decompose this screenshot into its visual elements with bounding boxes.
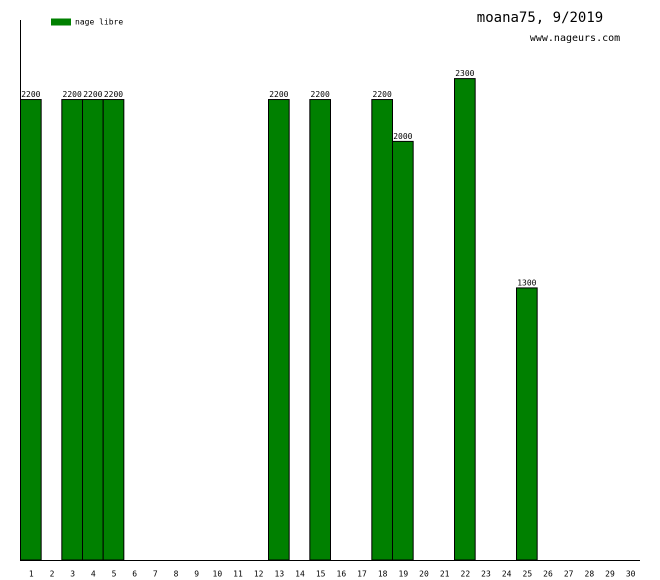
x-tick-label: 21 — [440, 570, 450, 579]
x-tick-label: 23 — [481, 570, 491, 579]
bar — [309, 99, 332, 561]
bar — [82, 99, 104, 561]
chart-subtitle: www.nageurs.com — [530, 33, 620, 44]
x-tick-label: 2 — [50, 570, 55, 579]
value-label: 2000 — [393, 132, 412, 141]
x-tick-label: 15 — [316, 570, 326, 579]
chart-title: moana75, 9/2019 — [477, 10, 603, 26]
x-tick-label: 8 — [174, 570, 179, 579]
value-label: 2200 — [269, 90, 288, 99]
legend-swatch — [51, 18, 71, 26]
value-label: 2200 — [63, 90, 82, 99]
x-tick-label: 29 — [605, 570, 615, 579]
x-tick-label: 13 — [275, 570, 285, 579]
x-tick-label: 20 — [419, 570, 429, 579]
bar — [516, 287, 538, 561]
x-tick-label: 17 — [357, 570, 367, 579]
value-label: 2200 — [104, 90, 123, 99]
x-tick-label: 30 — [626, 570, 636, 579]
x-tick-label: 7 — [153, 570, 158, 579]
x-tick-label: 27 — [564, 570, 574, 579]
legend-label: nage libre — [75, 18, 123, 27]
x-tick-label: 25 — [523, 570, 533, 579]
value-label: 2300 — [455, 69, 474, 78]
bar — [371, 99, 394, 561]
bar — [392, 140, 414, 561]
x-tick-label: 16 — [337, 570, 347, 579]
x-tick-label: 1 — [29, 570, 34, 579]
x-tick-label: 9 — [194, 570, 199, 579]
value-label: 2200 — [83, 90, 102, 99]
bar — [20, 99, 42, 561]
value-label: 1300 — [517, 278, 536, 287]
x-tick-label: 26 — [543, 570, 553, 579]
x-tick-label: 11 — [233, 570, 243, 579]
value-label: 2200 — [311, 90, 330, 99]
x-tick-label: 28 — [585, 570, 595, 579]
x-tick-label: 6 — [132, 570, 137, 579]
value-label: 2200 — [373, 90, 392, 99]
bar — [268, 99, 290, 561]
x-tick-label: 22 — [461, 570, 471, 579]
x-tick-label: 4 — [91, 570, 96, 579]
bar — [61, 99, 83, 561]
x-tick-label: 3 — [70, 570, 75, 579]
x-tick-label: 10 — [213, 570, 223, 579]
bar — [102, 99, 125, 561]
x-tick-label: 5 — [112, 570, 117, 579]
x-tick-label: 19 — [399, 570, 409, 579]
x-tick-label: 14 — [295, 570, 305, 579]
bar — [454, 78, 476, 561]
x-tick-label: 18 — [378, 570, 388, 579]
x-tick-label: 24 — [502, 570, 512, 579]
x-tick-label: 12 — [254, 570, 264, 579]
value-label: 2200 — [21, 90, 40, 99]
